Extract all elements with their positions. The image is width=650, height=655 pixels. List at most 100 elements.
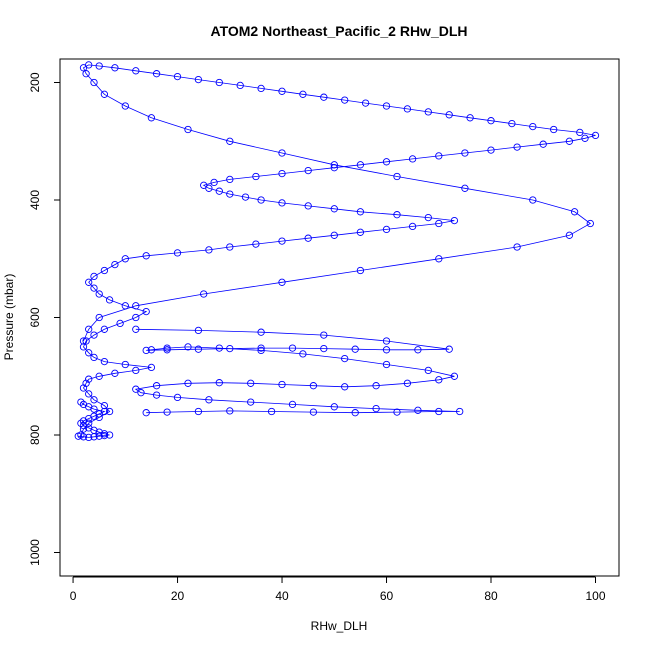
data-point	[304, 234, 312, 242]
data-point	[226, 243, 234, 251]
data-point	[309, 382, 318, 390]
data-point	[257, 84, 265, 93]
data-point	[200, 290, 208, 298]
x-tick-label: 100	[585, 589, 605, 603]
data-point	[372, 382, 380, 390]
data-point	[79, 433, 88, 441]
data-point	[85, 433, 93, 442]
data-point	[147, 346, 156, 354]
data-series	[74, 398, 114, 442]
data-point	[95, 372, 103, 380]
data-point	[194, 75, 203, 84]
data-point	[111, 369, 119, 377]
data-point	[85, 349, 93, 357]
data-point	[461, 149, 469, 157]
series-line	[134, 328, 460, 414]
data-point	[278, 237, 286, 245]
data-point	[205, 396, 213, 404]
plot-area	[74, 61, 600, 442]
data-point	[147, 363, 156, 372]
data-point	[278, 278, 286, 286]
data-point	[226, 175, 234, 184]
data-series	[132, 325, 464, 417]
data-point	[142, 307, 150, 316]
data-point	[341, 96, 349, 104]
data-point	[382, 346, 391, 354]
data-point	[267, 407, 276, 416]
data-point	[226, 137, 234, 145]
data-point	[408, 155, 417, 163]
series-line	[80, 64, 596, 436]
data-point	[105, 296, 114, 304]
data-point	[163, 346, 171, 354]
data-point	[152, 391, 161, 399]
data-point	[95, 290, 103, 298]
data-point	[487, 117, 495, 125]
chart-title: ATOM2 Northeast_Pacific_2 RHw_DLH	[211, 23, 468, 39]
data-point	[121, 102, 129, 110]
data-series	[77, 61, 600, 439]
data-point	[142, 252, 150, 260]
data-point	[403, 379, 412, 387]
data-point	[85, 278, 93, 286]
data-point	[116, 319, 124, 328]
data-point	[79, 337, 88, 345]
data-point	[309, 408, 318, 416]
data-point	[132, 325, 140, 333]
data-point	[226, 344, 234, 353]
data-point	[382, 102, 391, 110]
data-point	[111, 260, 119, 269]
data-point	[184, 379, 192, 387]
data-point	[121, 360, 129, 369]
y-axis-label: Pressure (mbar)	[2, 274, 16, 361]
data-point	[82, 70, 90, 78]
data-point	[382, 225, 391, 234]
data-point	[304, 202, 312, 210]
data-point	[90, 284, 98, 292]
data-point	[82, 379, 90, 387]
data-point	[341, 354, 349, 363]
data-point	[257, 344, 265, 352]
data-point	[257, 346, 265, 355]
data-point	[341, 383, 349, 391]
data-point	[403, 105, 412, 113]
data-point	[241, 193, 250, 201]
data-point	[330, 205, 338, 213]
data-point	[252, 240, 260, 248]
data-point	[356, 161, 365, 169]
data-point	[351, 409, 359, 417]
data-point	[299, 90, 307, 98]
data-point	[487, 146, 495, 154]
data-point	[226, 190, 234, 198]
x-axis-label: RHw_DLH	[311, 619, 368, 633]
data-point	[278, 380, 286, 389]
data-point	[330, 231, 338, 239]
data-point	[132, 302, 140, 310]
data-point	[142, 346, 150, 355]
data-point	[132, 366, 140, 375]
data-point	[513, 143, 521, 151]
data-point	[194, 326, 203, 335]
data-point	[77, 398, 85, 406]
data-point	[372, 404, 380, 413]
data-point	[576, 128, 584, 137]
data-point	[461, 184, 469, 192]
data-point	[79, 343, 88, 351]
data-point	[361, 99, 370, 107]
data-point	[205, 246, 213, 254]
data-point	[152, 382, 161, 390]
x-tick-label: 0	[70, 589, 77, 603]
data-point	[173, 72, 182, 81]
data-point	[184, 343, 192, 351]
data-point	[450, 372, 459, 380]
data-point	[529, 122, 537, 131]
data-point	[95, 313, 103, 322]
data-point	[581, 134, 589, 142]
data-point	[173, 249, 182, 257]
data-point	[288, 400, 297, 409]
data-point	[356, 266, 365, 275]
data-point	[132, 67, 140, 75]
data-point	[82, 337, 90, 345]
data-point	[299, 350, 307, 358]
data-point	[550, 125, 558, 134]
